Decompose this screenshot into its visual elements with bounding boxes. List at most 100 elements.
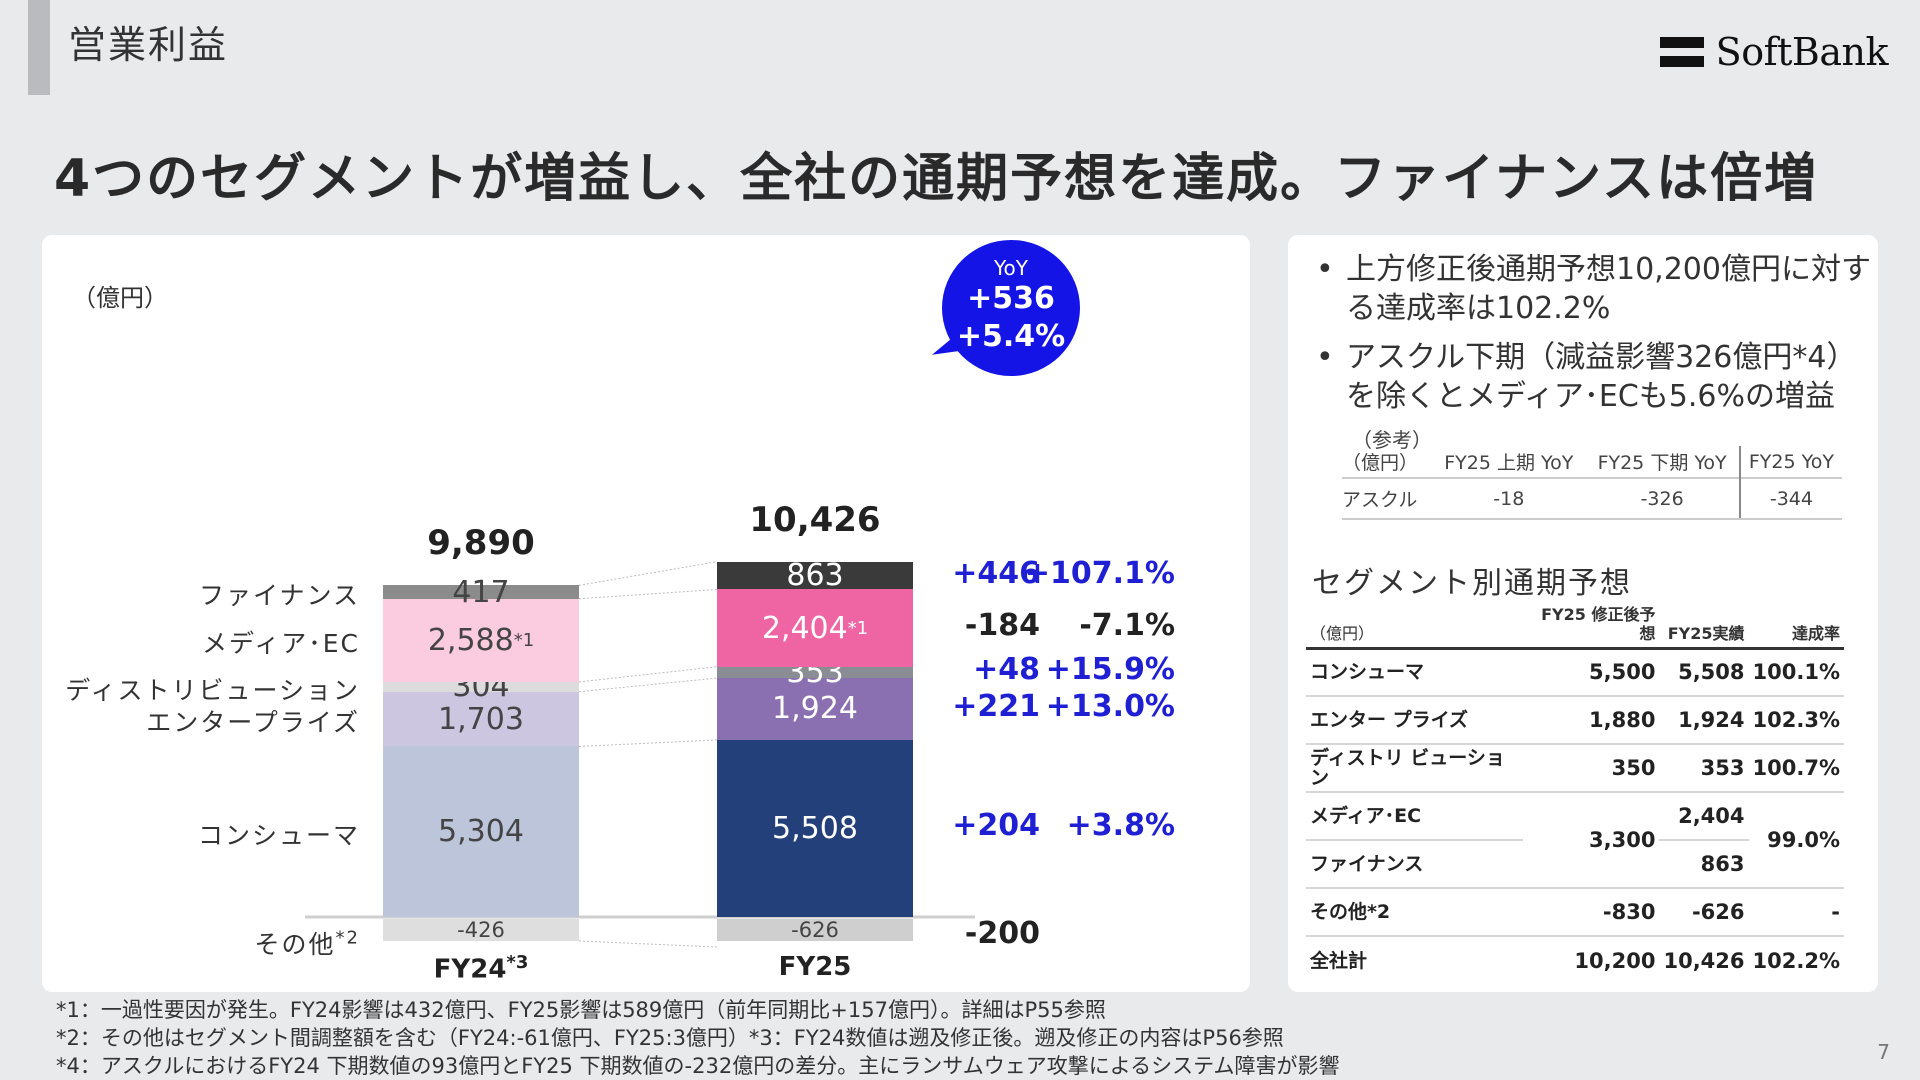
yoy-bubble: YoY +536 +5.4% [942,240,1080,376]
bar-segment: 1,924 [717,678,913,740]
seg-cell: -626 [1659,888,1749,937]
seg-cell: 102.2% [1752,948,1840,973]
seg-header: FY25 修正後予想 [1522,602,1660,650]
ref-header: FY25 YoY [1748,450,1834,473]
logo-text: SoftBank [1715,30,1889,74]
seg-cell: 353 [1659,744,1749,793]
yoy-abs: +536 [967,281,1055,316]
reference-table: （億円） FY25 上期 YoY FY25 下期 YoY FY25 YoY アス… [1342,446,1842,520]
segment-forecast-title: セグメント別通期予想 [1312,566,1632,601]
footnote: *4：アスクルにおけるFY24 下期数値の93億円とFY25 下期数値の-232… [56,1054,1340,1078]
seg-cell: 350 [1522,744,1660,793]
footnotes: *1：一過性要因が発生。FY24影響は432億円、FY25影響は589億円（前年… [56,996,1340,1080]
header-accent-bar [28,0,50,95]
delta-value: +204 [952,808,1040,844]
bullet-item: アスクル下期（減益影響326億円*4）を除くとメディア･ECも5.6%の増益 [1312,338,1872,416]
category-label-fy24: FY24*3 [433,952,529,985]
delta-percent: +13.0% [1045,688,1175,724]
delta-value: +221 [952,688,1040,724]
seg-row-label: 全社計 [1310,949,1368,972]
ref-cell: -344 [1739,477,1842,520]
bar-segment: 5,304 [383,746,579,917]
bar-segment: 353 [717,655,913,690]
seg-cell: -830 [1522,888,1660,937]
bar-segment: 1,703 [383,691,579,747]
seg-unit: （億円） [1306,602,1523,650]
bar-segment-negative: -626 [717,918,913,942]
seg-row-label: その他*2 [1306,888,1523,937]
segment-name-label: ディストリビューション [65,675,360,705]
ref-header: FY25 上期 YoY [1444,452,1574,474]
seg-cell: 100.7% [1748,744,1844,793]
seg-cell: 100.1% [1748,648,1844,697]
page-number: 7 [1877,1040,1890,1064]
delta-percent: +3.8% [1066,808,1175,844]
segment-connector [578,739,718,747]
headline: 4つのセグメントが増益し、全社の通期予想を達成。ファイナンスは倍増 [54,149,1819,209]
seg-row-label: エンター プライズ [1306,696,1523,745]
yoy-title: YoY [993,256,1028,280]
seg-cell: 1,924 [1659,696,1749,745]
seg-header: FY25実績 [1659,602,1749,650]
yoy-pct: +5.4% [956,319,1066,354]
segment-name-label: その他*2 [254,927,360,959]
category-label-fy25: FY25 [778,952,852,982]
reference-title: （参考） [1352,428,1432,452]
seg-header: 達成率 [1748,602,1844,650]
seg-cell: 3,300 [1522,792,1660,889]
ref-row-label: アスクル [1342,477,1433,520]
delta-percent: +107.1% [1024,555,1175,591]
table-row: メディア･EC 3,300 2,404 99.0% [1306,792,1844,889]
bar-total-label: 9,890 [427,523,535,564]
seg-cell: 5,508 [1659,648,1749,697]
table-row: ディストリ ビューション 350 353 100.7% [1306,744,1844,793]
logo-mark-icon [1659,37,1704,67]
table-row: ファイナンス 863 [1306,840,1844,889]
segment-name-label: ファイナンス [198,581,360,611]
delta-value: +446 [952,555,1040,591]
footnote: *2：その他はセグメント間調整額を含む（FY24:-61億円、FY25:3億円）… [56,1026,1284,1050]
softbank-logo: SoftBank [1659,30,1889,74]
bar-total-label: 10,426 [749,499,881,540]
seg-cell: 10,426 [1663,948,1745,973]
bar-segment: 863 [717,558,913,593]
delta-value: -200 [964,916,1040,951]
delta-value: +48 [973,652,1040,688]
segment-name-label: メディア･EC [201,629,360,659]
table-row: その他*2 -830 -626 - [1306,888,1844,937]
page-title: 営業利益 [68,23,229,67]
segment-name-label: エンタープライズ [146,708,360,738]
segment-forecast-table: （億円） FY25 修正後予想 FY25実績 達成率 コンシューマ 5,500 … [1306,602,1844,984]
seg-cell: - [1748,888,1844,937]
ref-cell: -18 [1432,477,1586,520]
segment-connector [578,940,718,948]
bar-segment: 2,404 *1 [717,589,913,667]
bar-segment: 2,588 *1 [383,598,579,682]
bar-segment: 5,508 [717,739,913,917]
seg-cell: 2,404 [1659,792,1749,841]
segment-connector [578,677,718,693]
segment-name-label: コンシューマ [197,820,360,850]
ref-header: FY25 下期 YoY [1585,446,1741,478]
segment-connector [578,666,718,683]
footnote: *1：一過性要因が発生。FY24影響は432億円、FY25影響は589億円（前年… [56,998,1106,1022]
ref-unit: （億円） [1342,452,1419,474]
bar-segment-negative: -426 [383,918,579,942]
segment-connector [578,588,718,600]
seg-cell: 1,880 [1522,696,1660,745]
bar-segment: 304 [383,669,579,704]
table-row: エンター プライズ 1,880 1,924 102.3% [1306,696,1844,745]
key-points: 上方修正後通期予想10,200億円に対する達成率は102.2% アスクル下期（減… [1312,250,1872,426]
chart-unit-label: （億円） [72,284,168,312]
table-row: 全社計 10,200 10,426 102.2% [1306,936,1844,984]
segment-connector [578,561,718,586]
bar-segment: 417 [383,575,579,610]
seg-row-label: コンシューマ [1306,648,1523,697]
ref-cell: -326 [1585,477,1741,520]
bullet-item: 上方修正後通期予想10,200億円に対する達成率は102.2% [1312,250,1872,328]
seg-cell: 102.3% [1748,696,1844,745]
seg-cell: 99.0% [1748,792,1844,889]
seg-row-label: ディストリ ビューション [1306,744,1523,793]
seg-cell: 10,200 [1574,948,1656,973]
